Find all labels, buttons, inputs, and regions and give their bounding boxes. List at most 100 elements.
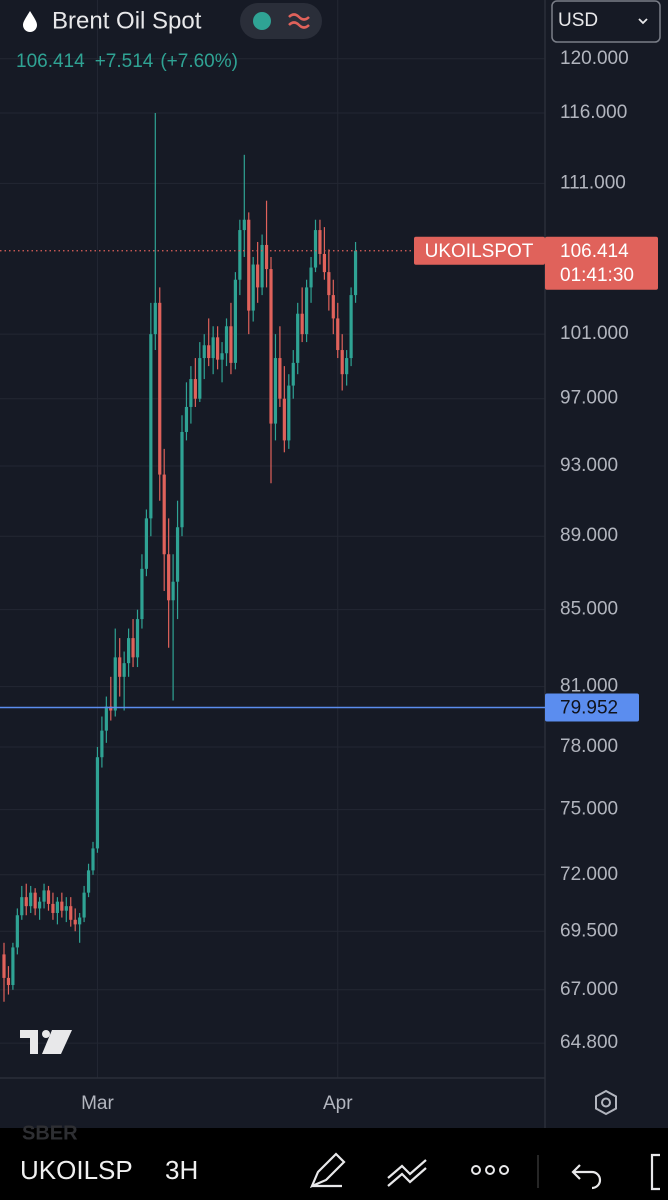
candle-body xyxy=(198,358,202,399)
currency-select[interactable] xyxy=(551,0,661,43)
candle-body xyxy=(51,903,55,913)
price-label: 106.414 xyxy=(560,241,629,262)
candle-body xyxy=(345,358,349,375)
status-pill[interactable] xyxy=(240,3,322,39)
candle-body xyxy=(69,906,73,920)
candle-body xyxy=(162,474,166,555)
candle-body xyxy=(220,353,224,360)
candle-body xyxy=(193,379,197,399)
countdown: 01:41:30 xyxy=(560,265,634,286)
candle-body xyxy=(127,638,131,664)
candle-body xyxy=(167,554,171,601)
price-tag-symbol: UKOILSPOT xyxy=(425,241,534,262)
y-tick-label: 78.000 xyxy=(560,736,618,757)
candle-body xyxy=(256,264,260,288)
toolbar-symbol[interactable]: UKOILSP xyxy=(20,1155,133,1185)
candles xyxy=(2,112,358,1002)
fade xyxy=(134,1145,150,1195)
candle-body xyxy=(224,326,229,354)
quote-line: 106.414 +7.514 (+7.60%) xyxy=(16,51,238,72)
y-tick-label: 101.000 xyxy=(560,323,629,344)
toolbar-interval[interactable]: 3H xyxy=(165,1155,198,1185)
settings-button[interactable] xyxy=(595,1089,617,1116)
y-tick-label: 93.000 xyxy=(560,455,618,476)
x-tick-label: Mar xyxy=(81,1093,114,1114)
y-tick-label: 64.800 xyxy=(560,1032,618,1053)
candle-body xyxy=(24,897,28,907)
candle-body xyxy=(247,219,251,311)
candle-body xyxy=(82,892,86,918)
undo-button[interactable] xyxy=(571,1164,602,1190)
candle-body xyxy=(287,385,291,441)
settings-icon xyxy=(601,1097,611,1108)
currency: USD xyxy=(558,10,598,31)
candle-body xyxy=(55,901,59,913)
fullscreen-button[interactable] xyxy=(650,1153,660,1191)
candle-body xyxy=(207,345,211,359)
candle-body xyxy=(353,250,358,296)
chart-background xyxy=(0,0,668,1128)
oil-icon xyxy=(23,11,37,32)
y-tick-label: 111.000 xyxy=(560,172,626,193)
y-tick-label: 97.000 xyxy=(560,388,618,409)
level-label: 79.952 xyxy=(560,697,618,718)
candle-body xyxy=(11,947,15,986)
candle-body xyxy=(251,264,255,311)
candle-body xyxy=(33,892,37,909)
candle-body xyxy=(140,568,144,620)
candle-body xyxy=(238,230,242,280)
candle-body xyxy=(109,706,113,711)
candle-body xyxy=(233,279,237,363)
candle-body xyxy=(309,267,313,288)
candle-body xyxy=(118,657,122,677)
candle-body xyxy=(242,219,246,231)
candle-body xyxy=(175,527,180,582)
candle-body xyxy=(313,230,318,268)
candle-body xyxy=(318,230,322,254)
candle-body xyxy=(131,638,135,658)
change-pct: (+7.60%) xyxy=(160,51,238,72)
draw-tool[interactable] xyxy=(309,1152,346,1189)
candle-body xyxy=(20,897,24,916)
dropdown-arrow xyxy=(638,18,648,25)
indicators-tool[interactable] xyxy=(387,1159,427,1187)
more-button[interactable] xyxy=(471,1165,509,1175)
candle-body xyxy=(300,313,304,335)
candle-body xyxy=(327,272,331,296)
candle-body xyxy=(42,890,46,902)
candle-body xyxy=(104,706,108,731)
candle-body xyxy=(278,358,282,399)
candle-body xyxy=(216,337,220,360)
candle-body xyxy=(149,334,153,519)
candle-body xyxy=(211,337,215,359)
candle-body xyxy=(229,326,233,363)
y-tick-label: 116.000 xyxy=(560,102,627,123)
candle-body xyxy=(2,954,6,978)
watermark: SBER xyxy=(22,1122,78,1144)
candle-body xyxy=(189,379,193,407)
level-label-bg xyxy=(545,693,639,722)
status-dot xyxy=(253,12,271,30)
candle-body xyxy=(38,901,42,909)
y-tick-label: 69.500 xyxy=(560,920,618,941)
y-tick-label: 85.000 xyxy=(560,599,618,620)
candle-body xyxy=(260,244,264,288)
candle-body xyxy=(91,848,95,871)
candle-body xyxy=(349,295,353,359)
candle-body xyxy=(113,657,117,711)
y-tick-label: 89.000 xyxy=(560,525,618,546)
grid xyxy=(0,0,545,1078)
candle-body xyxy=(184,406,189,432)
candle-body xyxy=(264,244,269,270)
candle-body xyxy=(291,362,295,386)
x-tick-label: Apr xyxy=(323,1093,353,1114)
candle-body xyxy=(305,287,309,335)
y-tick-label: 72.000 xyxy=(560,864,618,885)
candle-body xyxy=(269,269,273,424)
y-tick-label: 120.000 xyxy=(560,48,629,69)
symbol-title: Brent Oil Spot xyxy=(52,7,202,34)
y-tick-label: 81.000 xyxy=(560,676,618,697)
price-label-bg xyxy=(545,236,658,290)
candle-body xyxy=(95,757,100,849)
candle-body xyxy=(336,318,340,351)
